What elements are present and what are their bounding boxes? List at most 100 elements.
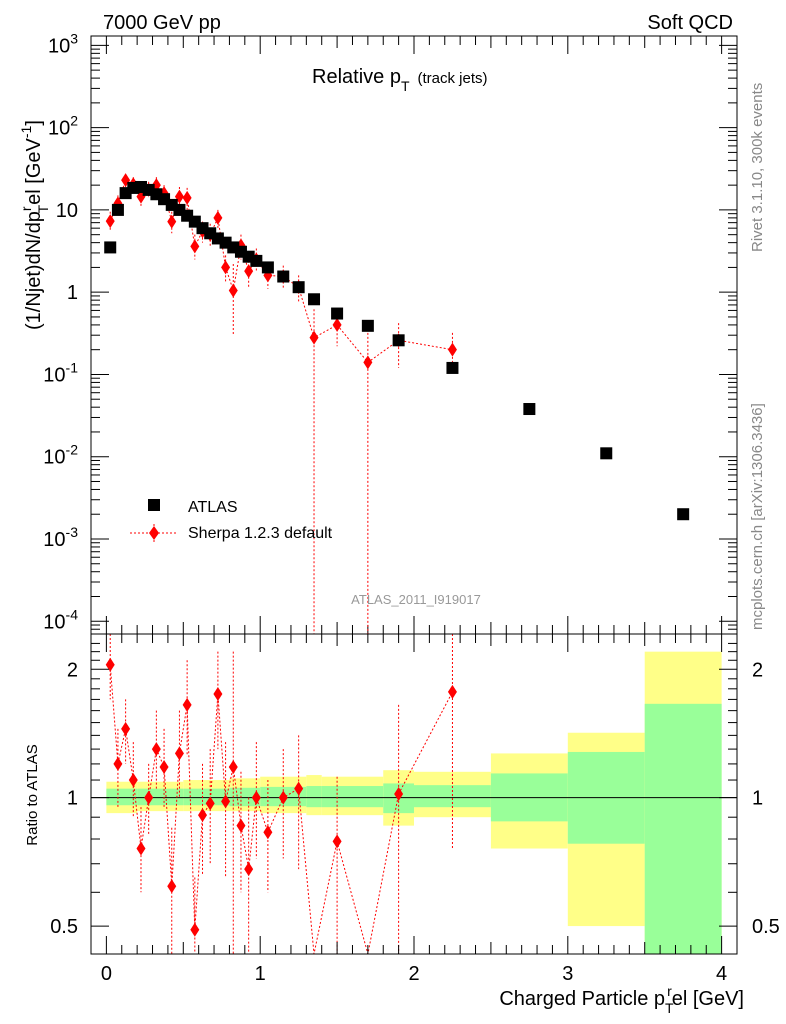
legend-sherpa-label: Sherpa 1.2.3 default <box>188 525 333 542</box>
ratio-sherpa-point <box>278 790 288 805</box>
ratio-sherpa-point <box>151 742 161 757</box>
ratio-sherpa-point <box>105 657 115 672</box>
ratio-sherpa-line <box>109 664 453 955</box>
legend-atlas-label: ATLAS <box>188 499 238 516</box>
sherpa-point <box>121 173 131 188</box>
legend: ATLAS Sherpa 1.2.3 default <box>130 499 333 542</box>
sherpa-point <box>447 342 457 357</box>
ratio-sherpa-point <box>128 773 138 788</box>
sherpa-point <box>221 260 231 275</box>
sherpa-point <box>244 264 254 279</box>
y-tick-label: 10-3 <box>43 524 78 551</box>
ratio-sherpa-point <box>136 841 146 856</box>
ratio-y-tick-label-right: 2 <box>752 659 763 681</box>
ratio-axis-ticks <box>90 634 738 954</box>
ratio-band-inner <box>306 786 322 808</box>
ratio-sherpa-point <box>121 721 131 736</box>
x-tick-label: 0 <box>101 963 112 985</box>
ratio-sherpa-point <box>221 794 231 809</box>
ratio-sherpa-point <box>213 687 223 702</box>
ratio-sherpa-point <box>251 790 261 805</box>
ratio-band-inner <box>137 788 184 806</box>
ratio-sherpa-point <box>167 879 177 894</box>
ratio-sherpa-point <box>144 790 154 805</box>
sherpa-point <box>228 283 238 298</box>
ratio-y-tick-label-left: 0.5 <box>50 916 78 938</box>
ratio-band-inner <box>106 788 138 806</box>
x-tick-label: 1 <box>255 963 266 985</box>
ratio-series-layer <box>105 634 457 955</box>
main-title: Relative pT (track jets) <box>312 66 488 94</box>
x-tick-label: 4 <box>716 963 727 985</box>
atlas-point <box>361 319 374 332</box>
atlas-point <box>111 203 124 216</box>
header-energy-label: 7000 GeV pp <box>103 12 221 34</box>
ratio-sherpa-point <box>182 697 192 712</box>
y-tick-label: 10-4 <box>43 606 78 633</box>
atlas-point <box>250 254 263 267</box>
ratio-band-inner <box>321 786 384 808</box>
ratio-sherpa-point <box>113 756 123 771</box>
ratio-panel: 2 2 1 1 0.5 0.5 0 1 2 3 4 Ratio to ATLAS Charged … <box>24 633 780 1016</box>
ratio-sherpa-point <box>332 834 342 849</box>
atlas-point <box>446 361 459 374</box>
ratio-sherpa-point <box>228 760 238 775</box>
source-reference-label: mcplots.cern.ch [arXiv:1306.3436] <box>749 403 766 630</box>
ratio-sherpa-point <box>294 781 304 796</box>
main-panel-frame <box>90 35 738 635</box>
atlas-point <box>277 270 290 283</box>
main-series-layer <box>104 173 690 634</box>
ratio-y-tick-label-right: 0.5 <box>752 916 780 938</box>
rivet-version-label: Rivet 3.1.10, 300k events <box>749 83 766 252</box>
sherpa-point <box>105 214 115 229</box>
sherpa-point <box>190 239 200 254</box>
ratio-sherpa-point <box>447 684 457 699</box>
ratio-band-inner <box>414 785 491 808</box>
ratio-sherpa-point <box>236 818 246 833</box>
y-tick-label: 1 <box>67 282 78 304</box>
sherpa-point <box>182 190 192 205</box>
atlas-point <box>331 307 344 320</box>
header-category-label: Soft QCD <box>647 12 733 34</box>
sherpa-point <box>167 214 177 229</box>
atlas-point <box>292 281 305 294</box>
legend-atlas-marker <box>148 499 160 511</box>
ratio-y-tick-label-right: 1 <box>752 788 763 810</box>
ratio-y-tick-label-left: 2 <box>67 659 78 681</box>
y-tick-label: 10 <box>56 200 78 222</box>
ratio-y-tick-label-left: 1 <box>67 788 78 810</box>
x-axis-label: Charged Particle pTrel [GeV] <box>499 983 744 1016</box>
ratio-sherpa-point <box>159 760 169 775</box>
ratio-sherpa-point <box>198 808 208 823</box>
atlas-point <box>523 403 536 416</box>
ratio-sherpa-point <box>205 796 215 811</box>
atlas-point <box>104 241 117 254</box>
sherpa-point <box>332 317 342 332</box>
ratio-sherpa-point <box>263 825 273 840</box>
y-tick-label: 103 <box>48 30 78 57</box>
atlas-point <box>392 334 405 347</box>
atlas-point <box>308 293 321 306</box>
ratio-uncertainty-bands <box>106 651 722 954</box>
x-tick-labels: 0 1 2 3 4 <box>101 963 727 985</box>
ratio-sherpa-point <box>394 787 404 802</box>
ratio-y-axis-label: Ratio to ATLAS <box>24 744 41 845</box>
main-y-axis-label: (1/Njet)dN/dprTel [GeV-1] <box>18 120 51 330</box>
y-tick-label: 102 <box>48 113 78 140</box>
x-tick-label: 2 <box>408 963 419 985</box>
atlas-point <box>600 447 613 460</box>
ratio-sherpa-point <box>244 862 254 877</box>
y-tick-label: 10-2 <box>43 442 78 469</box>
ratio-sherpa-point <box>174 746 184 761</box>
sherpa-point <box>309 330 319 345</box>
atlas-point <box>261 261 274 274</box>
ratio-band-inner <box>183 788 230 806</box>
analysis-watermark: ATLAS_2011_I919017 <box>351 592 481 607</box>
main-axis-ticks <box>90 36 738 635</box>
ratio-band-inner <box>644 703 722 954</box>
y-tick-label: 10-1 <box>43 359 78 386</box>
sherpa-point <box>213 210 223 225</box>
